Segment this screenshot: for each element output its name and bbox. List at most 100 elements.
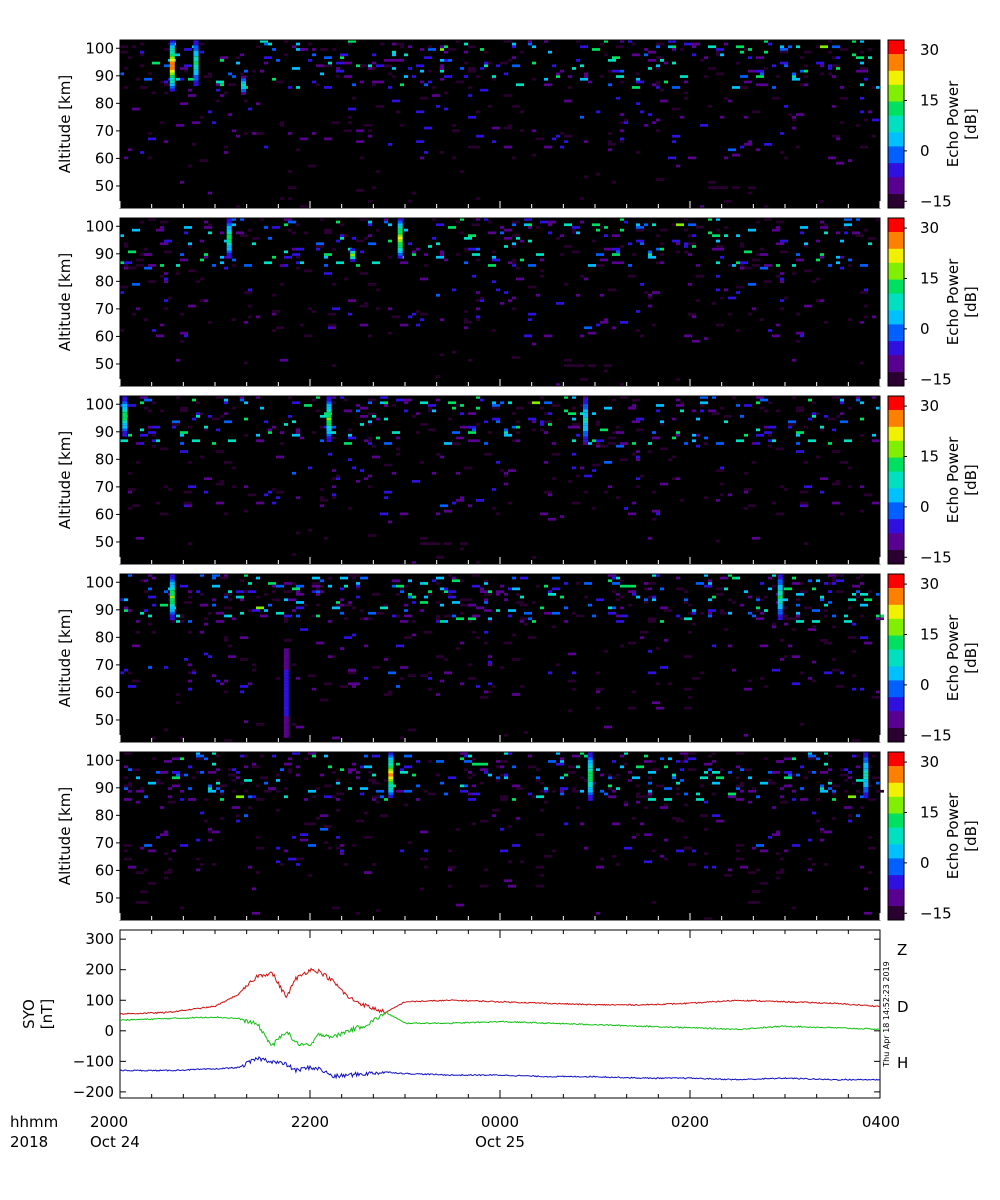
heatmap-cell [484,771,488,774]
heatmap-cell [792,358,796,362]
heatmap-cell [704,574,708,577]
heatmap-cell [204,299,208,302]
heatmap-cell [860,291,868,294]
heatmap-cell [672,477,676,480]
colorbar-step [888,536,904,540]
heatmap-cell [496,779,500,782]
heatmap-hot-cell [326,431,332,434]
heatmap-cell [572,789,580,793]
heatmap-cell [132,312,136,316]
heatmap-cell [696,444,700,448]
heatmap-cell [576,582,580,585]
heatmap-cell [448,226,456,229]
heatmap-cell [248,682,252,686]
heatmap-cell [708,67,716,70]
heatmap-cell [444,258,448,262]
heatmap-cell [216,787,220,790]
heatmap-cell [548,423,552,426]
heatmap-cell [328,61,332,65]
heatmap-cell [288,197,292,200]
heatmap-cell [648,293,652,297]
heatmap-cell [484,868,488,872]
heatmap-cell [772,334,780,338]
heatmap-cell [264,789,272,793]
heatmap-cell [340,396,344,399]
heatmap-cell [624,458,628,461]
heatmap-cell [292,45,296,49]
heatmap-cell [756,609,760,612]
colorbar-step [888,152,904,156]
colorbar-step [888,112,904,117]
heatmap-cell [688,242,696,246]
heatmap-cell [244,814,248,817]
heatmap-cell [596,253,604,256]
heatmap-cell [796,442,800,445]
heatmap-cell [840,773,848,777]
heatmap-cell [184,48,192,51]
colorbar-step [888,705,904,709]
heatmap-cell [796,312,800,316]
colorbar-step [888,596,904,600]
colorbar-step [888,110,904,114]
heatmap-hot-cell [397,231,403,235]
heatmap-cell [340,223,344,227]
heatmap-cell [372,398,376,402]
heatmap-cell [860,401,864,405]
heatmap-cell [868,242,872,246]
colorbar-step [888,613,904,617]
heatmap-cell [576,231,580,235]
heatmap-cell [860,806,864,809]
heatmap-cell [472,253,480,256]
heatmap-cell [784,156,788,160]
heatmap-cell [792,906,796,910]
heatmap-cell [232,75,236,78]
heatmap-cell [572,67,576,70]
heatmap-cell [184,490,192,494]
heatmap-cell [504,40,508,43]
colorbar-label: Echo Power [944,792,962,879]
heatmap-cell [476,636,480,639]
heatmap-cell [324,56,332,59]
heatmap-hot-cell [169,67,175,70]
heatmap-cell [424,56,432,59]
heatmap-cell [348,247,352,251]
heatmap-cell [468,617,476,621]
heatmap-cell [864,304,868,308]
heatmap-cell [296,863,300,866]
heatmap-cell [368,423,372,426]
colorbar-step [888,644,904,648]
heatmap-cell [248,590,256,593]
heatmap-cell [812,771,816,774]
heatmap-cell [832,784,840,788]
colorbar-step [888,914,904,918]
heatmap-cell [748,595,752,599]
heatmap-cell [148,218,156,221]
heatmap-cell [608,795,612,799]
heatmap-cell [224,739,232,742]
heatmap-hot-cell [388,773,394,777]
heatmap-cell [620,396,628,399]
heatmap-cell [248,315,252,319]
heatmap-cell [128,56,132,59]
colorbar-tick-label: 30 [920,397,939,415]
colorbar-step [888,585,904,589]
heatmap-cell [612,590,616,593]
heatmap-cell [288,415,292,418]
heatmap-cell [300,838,308,842]
heatmap-cell [452,442,460,445]
heatmap-cell [648,442,652,445]
heatmap-cell [804,242,808,246]
heatmap-cell [600,321,608,324]
heatmap-cell [712,412,720,415]
heatmap-cell [436,255,444,259]
heatmap-cell [180,736,184,740]
heatmap-cell [264,420,268,424]
heatmap-hot-cell [777,598,783,602]
heatmap-hot-cell [388,754,394,758]
heatmap-cell [228,223,236,227]
heatmap-cell [740,75,748,78]
heatmap-hot-cell [587,787,593,790]
heatmap-cell [392,784,396,788]
heatmap-cell [332,401,336,405]
heatmap-hot-cell [169,77,175,81]
